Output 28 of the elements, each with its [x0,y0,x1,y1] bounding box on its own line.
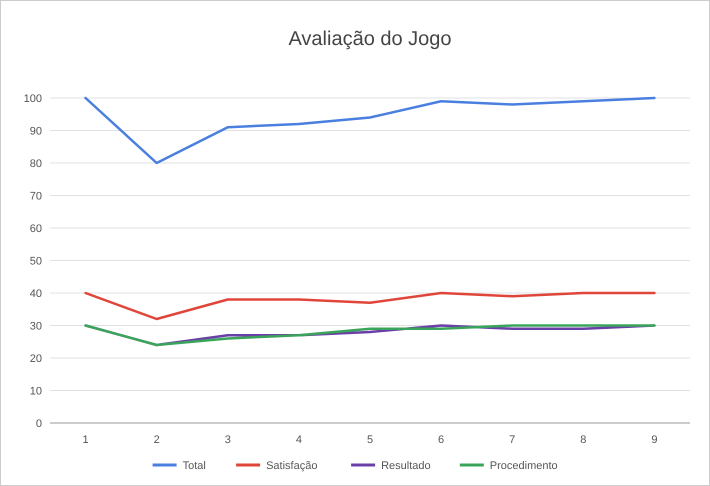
y-tick-label: 80 [30,158,42,170]
chart-title: Avaliação do Jogo [288,28,452,50]
y-tick-label: 40 [30,288,42,300]
x-tick-label: 3 [224,434,231,446]
x-tick-label: 2 [154,434,160,446]
line-series [84,292,656,320]
x-tick-label: 1 [82,434,89,446]
legend-label: Resultado [381,460,431,472]
line-series [84,324,656,346]
y-tick-label: 90 [30,125,42,138]
x-tick-label: 4 [296,434,302,446]
legend-label: Procedimento [490,460,558,472]
legend-label: Total [182,460,206,472]
y-tick-label: 20 [30,352,42,365]
x-tick-label: 5 [366,434,374,446]
y-tick-label: 60 [30,222,42,235]
y-tick-label: 30 [30,320,42,332]
x-tick-label: 8 [580,434,586,446]
y-tick-label: 0 [36,418,42,430]
y-tick-label: 70 [30,190,42,202]
y-tick-label: 100 [24,92,42,105]
x-tick-label: 9 [651,434,658,446]
legend-label: Satisfação [266,460,318,472]
y-tick-label: 50 [30,255,42,268]
line-series [84,96,656,164]
y-tick-label: 10 [30,385,42,398]
x-tick-label: 7 [509,434,516,446]
x-tick-label: 6 [438,434,444,446]
